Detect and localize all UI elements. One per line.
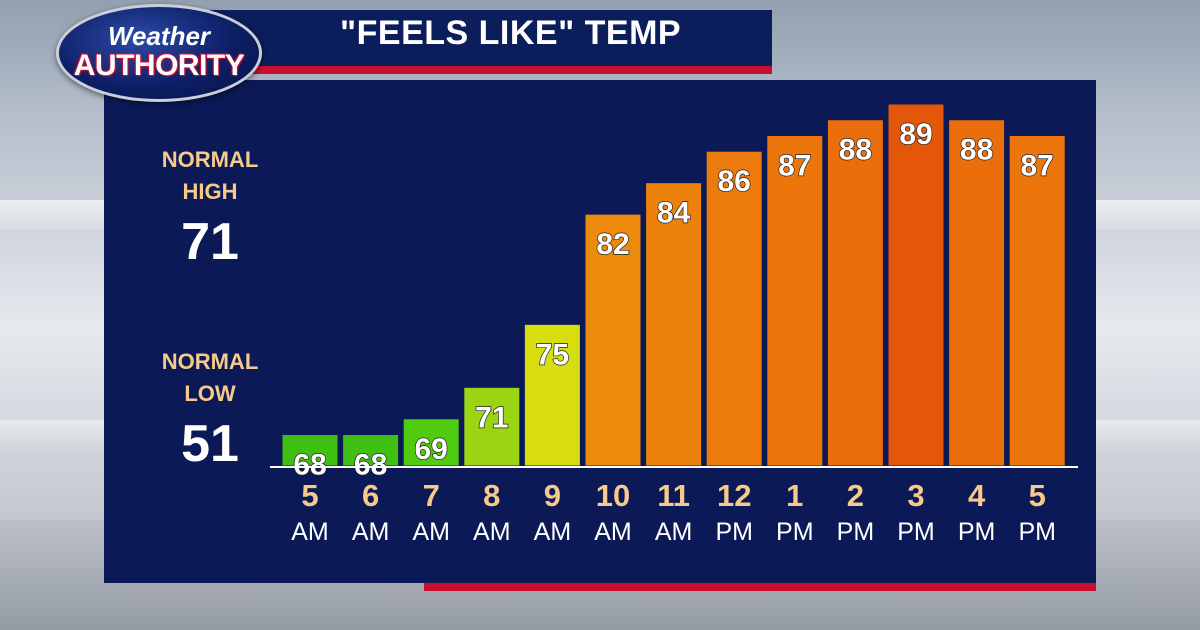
tick-label-hour-12: 5: [1029, 478, 1046, 513]
tick-label-period-6: AM: [655, 518, 693, 546]
tick-label-period-9: PM: [837, 518, 875, 546]
data-label-10: 89: [899, 118, 932, 151]
tick-label-hour-7: 12: [717, 478, 751, 513]
tick-label-hour-10: 3: [907, 478, 924, 513]
data-label-6: 84: [657, 197, 691, 230]
bar-7: [705, 150, 763, 467]
bar-0: [281, 434, 339, 467]
weather-authority-logo: Weather AUTHORITY: [56, 4, 262, 102]
tick-label-hour-5: 10: [596, 478, 630, 513]
logo-text-authority: AUTHORITY: [73, 49, 245, 82]
bar-5: [584, 213, 642, 467]
normal-low-label-line2: LOW: [184, 381, 236, 406]
data-label-5: 82: [596, 228, 629, 261]
data-label-8: 87: [778, 149, 811, 182]
tick-label-period-5: AM: [594, 518, 632, 546]
bar-3: [463, 386, 521, 467]
data-label-11: 88: [960, 134, 993, 167]
logo-text-weather: Weather: [107, 21, 211, 51]
tick-label-period-10: PM: [897, 518, 935, 546]
chart-title: "FEELS LIKE" TEMP: [340, 14, 682, 52]
tick-label-period-12: PM: [1018, 518, 1056, 546]
tick-label-period-7: PM: [715, 518, 753, 546]
data-label-7: 86: [718, 165, 751, 198]
data-label-4: 75: [536, 338, 569, 371]
tick-label-hour-0: 5: [301, 478, 318, 513]
data-label-3: 71: [475, 401, 508, 434]
data-label-9: 88: [839, 134, 872, 167]
normal-high-value: 71: [181, 213, 239, 271]
tick-label-period-4: AM: [534, 518, 572, 546]
tick-label-period-2: AM: [412, 518, 450, 546]
tick-label-period-0: AM: [291, 518, 329, 546]
bar-12: [1008, 134, 1066, 467]
bar-1: [342, 434, 400, 467]
tick-label-period-1: AM: [352, 518, 390, 546]
bar-2: [402, 418, 460, 467]
normal-low-label-line1: NORMAL: [161, 349, 259, 374]
data-label-0: 68: [293, 449, 326, 482]
normal-high-label-line2: HIGH: [182, 179, 238, 204]
tick-label-hour-4: 9: [544, 478, 561, 513]
tick-label-hour-3: 8: [483, 478, 500, 513]
tick-label-hour-9: 2: [847, 478, 864, 513]
data-label-12: 87: [1021, 149, 1054, 182]
tick-label-period-8: PM: [776, 518, 814, 546]
data-label-2: 69: [415, 433, 448, 466]
tick-label-period-3: AM: [473, 518, 511, 546]
bar-11: [948, 119, 1006, 467]
tick-label-period-11: PM: [958, 518, 996, 546]
tick-label-hour-2: 7: [423, 478, 440, 513]
bar-4: [523, 323, 581, 467]
tick-label-hour-6: 11: [657, 478, 690, 513]
normal-high-label-line1: NORMAL: [161, 147, 259, 172]
bar-10: [887, 103, 945, 467]
title-bar: [210, 10, 772, 74]
tick-label-hour-11: 4: [968, 478, 986, 513]
data-label-1: 68: [354, 449, 387, 482]
red-accent-bar: [424, 583, 1096, 591]
tick-label-hour-1: 6: [362, 478, 379, 513]
bar-8: [766, 134, 824, 467]
bar-9: [826, 119, 884, 467]
tick-label-hour-8: 1: [786, 478, 803, 513]
normal-low-value: 51: [181, 415, 239, 473]
